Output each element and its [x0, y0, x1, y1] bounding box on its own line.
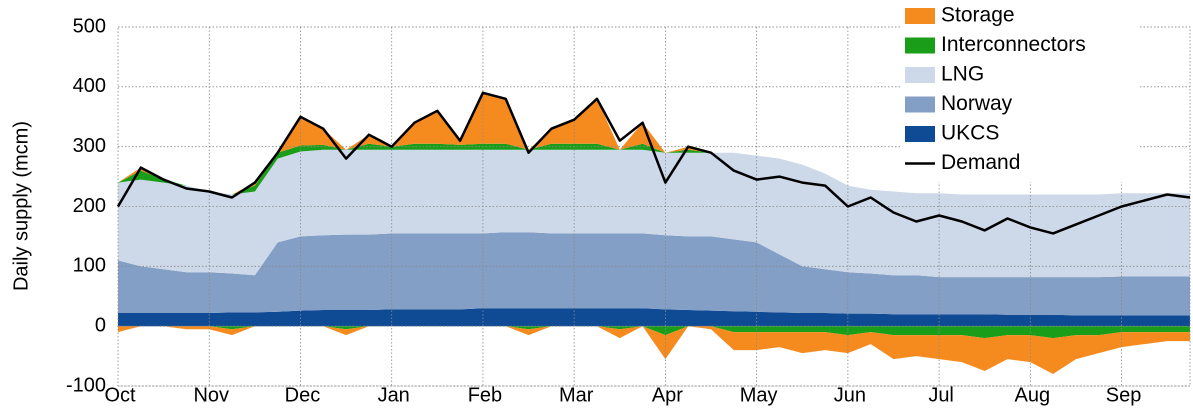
- y-tick-label: 400: [73, 75, 106, 97]
- y-tick-label: 100: [73, 255, 106, 277]
- x-tick-label: Apr: [652, 384, 683, 406]
- legend-background: [900, 2, 1140, 182]
- legend-swatch: [905, 8, 935, 24]
- area: [118, 149, 1190, 278]
- y-tick-label: -100: [66, 374, 106, 396]
- x-tick-label: Jun: [834, 384, 866, 406]
- legend-label: Demand: [941, 151, 1020, 174]
- x-tick-label: Oct: [104, 384, 136, 406]
- area: [118, 326, 1190, 339]
- area: [118, 92, 1190, 195]
- legend-swatch: [905, 37, 935, 54]
- y-tick-label: 200: [73, 195, 106, 217]
- legend-label: Interconnectors: [941, 33, 1086, 56]
- areas: [118, 92, 1190, 374]
- legend: Storage Interconnectors LNG Norway UKCS Deman…: [900, 2, 1140, 182]
- x-tick-label: Feb: [468, 384, 502, 406]
- x-tick-label: Jan: [378, 384, 410, 406]
- legend-swatch: [905, 126, 935, 142]
- demand-line: [116, 91, 1191, 235]
- x-tick-label: Sep: [1106, 384, 1142, 406]
- legend-label: Norway: [941, 92, 1013, 115]
- x-tick-label: Aug: [1015, 384, 1051, 406]
- legend-swatch: [905, 96, 935, 113]
- y-tick-label: 0: [95, 314, 106, 336]
- y-axis-label: Daily supply (mcm): [10, 121, 32, 291]
- y-tick-label: 300: [73, 135, 106, 157]
- x-tick-label: May: [740, 384, 778, 406]
- legend-swatch: [905, 67, 935, 83]
- x-tick-label: Jul: [928, 384, 954, 406]
- x-tick-label: Nov: [193, 384, 229, 406]
- area: [118, 232, 1190, 316]
- x-tick-label: Mar: [559, 384, 594, 406]
- x-tick-label: Dec: [285, 384, 321, 406]
- legend-label: Storage: [941, 4, 1015, 27]
- area: [118, 326, 1190, 374]
- legend-label: UKCS: [941, 122, 999, 145]
- area: [118, 308, 1190, 327]
- legend-label: LNG: [941, 63, 984, 86]
- y-tick-label: 500: [73, 15, 106, 37]
